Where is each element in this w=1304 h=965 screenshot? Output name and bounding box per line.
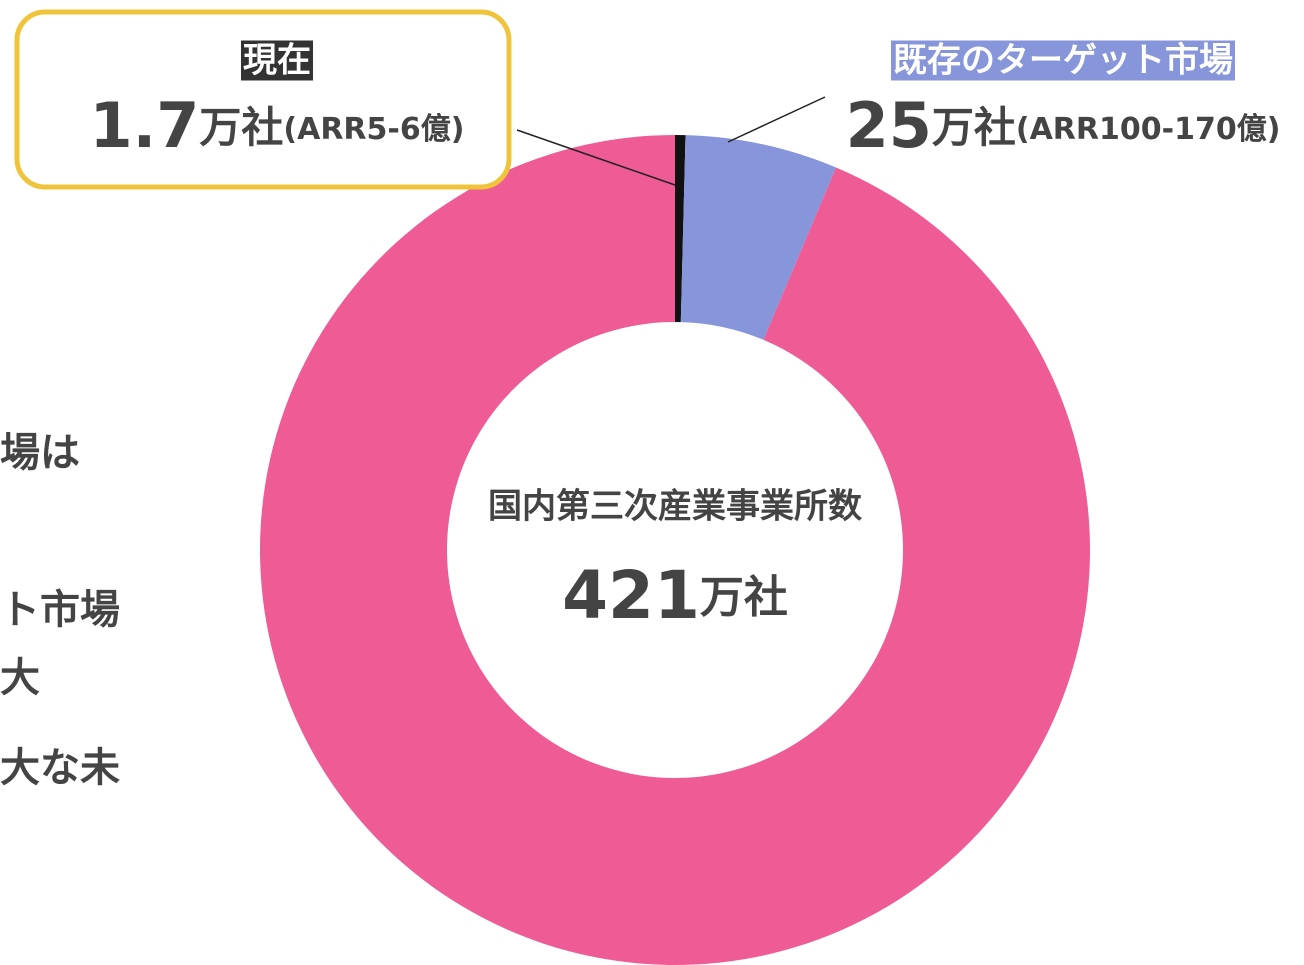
leader-line xyxy=(516,129,676,186)
donut-slice xyxy=(675,135,686,323)
leader-line xyxy=(727,96,826,143)
side-text: 場は xyxy=(0,430,80,476)
category-label-bg xyxy=(241,40,313,81)
value-label: 1.7万社(ARR5-6億) xyxy=(90,89,465,162)
category-label: 既存のターゲット市場 xyxy=(893,41,1233,81)
value-label: 25万社(ARR100-170億) xyxy=(846,89,1281,162)
donut-slice xyxy=(680,135,837,340)
side-text: 大 xyxy=(0,655,40,701)
center-title: 国内第三次産業事業所数 xyxy=(488,487,862,527)
donut-slice xyxy=(260,135,1090,965)
side-text: ト市場 xyxy=(0,587,120,633)
category-label-bg xyxy=(891,40,1235,81)
side-text: 大な未 xyxy=(0,745,120,791)
donut xyxy=(260,135,1090,965)
category-label: 現在 xyxy=(243,41,311,81)
highlight-box xyxy=(14,9,512,190)
center-value: 421万社 xyxy=(562,557,788,634)
